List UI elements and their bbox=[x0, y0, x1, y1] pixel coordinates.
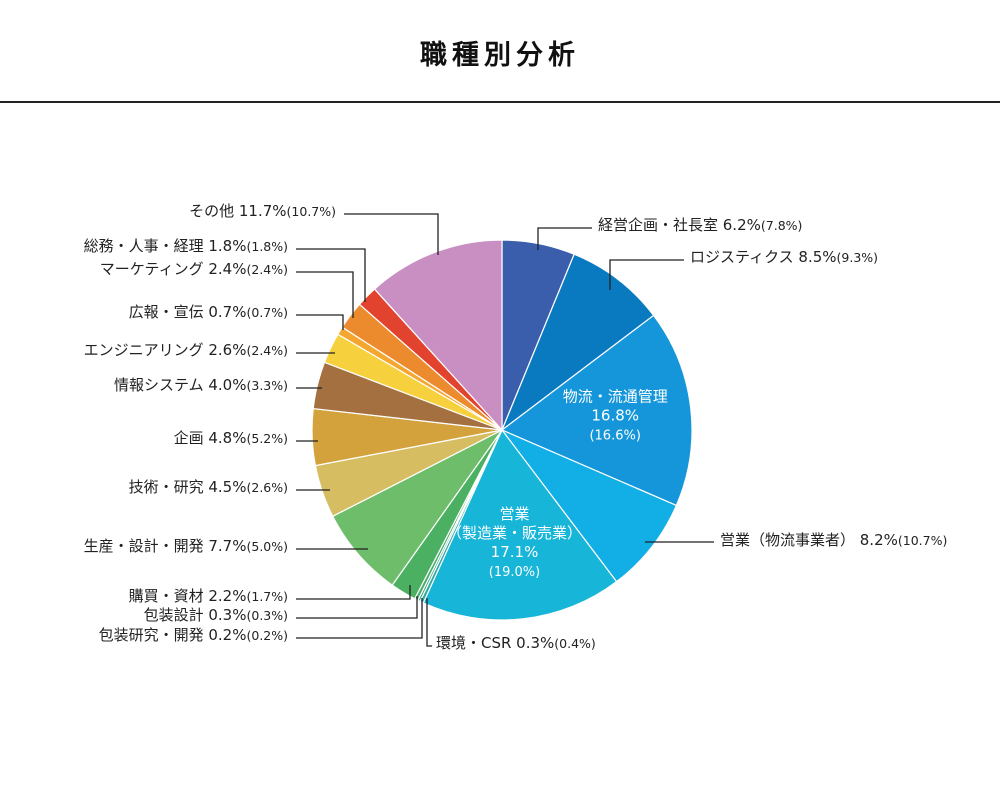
leader-line bbox=[609, 259, 684, 290]
slice-label: 営業（物流事業者） 8.2%(10.7%) bbox=[720, 531, 947, 549]
leader-line bbox=[296, 596, 418, 619]
slice-label: 物流・流通管理 bbox=[563, 387, 668, 405]
leader-line bbox=[296, 598, 423, 639]
leader-line bbox=[344, 213, 439, 255]
slice-label: その他 11.7%(10.7%) bbox=[189, 202, 336, 220]
slice-label: 16.8% bbox=[591, 406, 639, 424]
pie-slice bbox=[500, 253, 655, 432]
leader-line bbox=[296, 271, 354, 318]
slice-label: ロジスティクス 8.5%(9.3%) bbox=[690, 248, 878, 266]
slice-label: 広報・宣伝 0.7%(0.7%) bbox=[129, 303, 288, 321]
slice-label: エンジニアリング 2.6%(2.4%) bbox=[84, 341, 288, 359]
slice-label: 17.1% bbox=[491, 543, 539, 561]
page-title: 職種別分析 bbox=[420, 40, 580, 71]
slice-label: 生産・設計・開発 7.7%(5.0%) bbox=[84, 537, 288, 555]
slice-label: 購買・資材 2.2%(1.7%) bbox=[129, 587, 288, 605]
pie-slice bbox=[373, 239, 503, 432]
slice-label: 企画 4.8%(5.2%) bbox=[174, 429, 288, 447]
slice-label: マーケティング 2.4%(2.4%) bbox=[100, 260, 288, 278]
leader-line bbox=[296, 314, 344, 330]
slice-label: 環境・CSR 0.3%(0.4%) bbox=[436, 634, 596, 652]
pie-slice bbox=[500, 314, 693, 507]
slice-label: 技術・研究 4.5%(2.6%) bbox=[129, 478, 288, 496]
slice-label: 経営企画・社長室 6.2%(7.8%) bbox=[598, 216, 802, 234]
slice-label: 包装設計 0.3%(0.3%) bbox=[144, 606, 288, 624]
leader-line bbox=[296, 248, 366, 302]
pie-slice bbox=[331, 429, 503, 586]
slice-label: (19.0%) bbox=[489, 565, 540, 580]
pie-slice bbox=[422, 428, 618, 621]
slice-label: (16.6%) bbox=[589, 428, 640, 443]
slice-label: （製造業・販売業） bbox=[447, 524, 582, 542]
slice-label: 情報システム 4.0%(3.3%) bbox=[114, 376, 288, 394]
slice-label: 総務・人事・経理 1.8%(1.8%) bbox=[84, 237, 288, 255]
title-divider bbox=[0, 101, 1000, 103]
slice-label: 包装研究・開発 0.2%(0.2%) bbox=[99, 626, 288, 644]
leader-line bbox=[296, 585, 411, 600]
slice-label: 営業 bbox=[499, 505, 529, 523]
leader-line bbox=[426, 598, 432, 647]
pie-slice bbox=[500, 428, 678, 583]
leader-line bbox=[537, 227, 592, 250]
